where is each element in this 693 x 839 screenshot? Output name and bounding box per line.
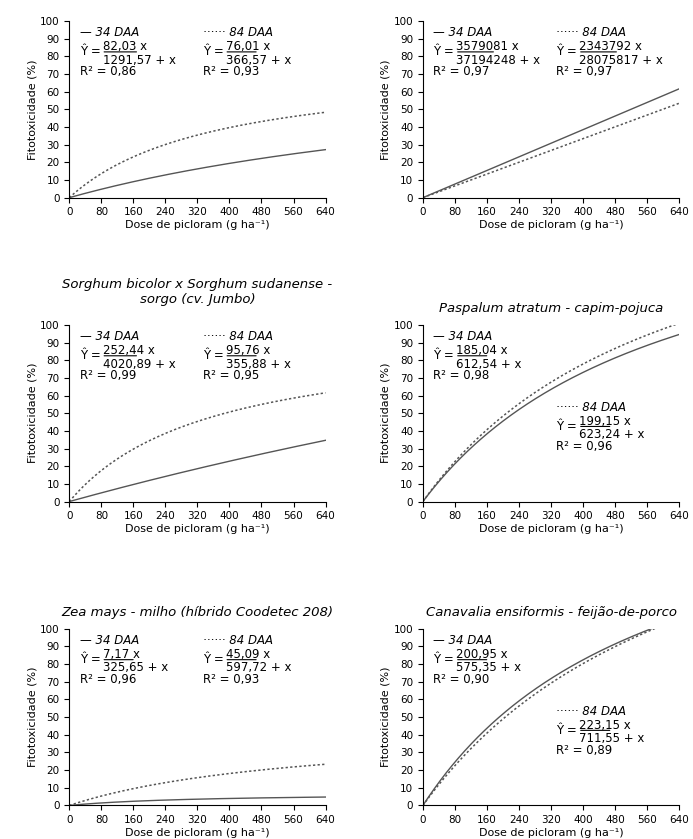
Text: 82,03 x: 82,03 x (103, 40, 147, 54)
Text: — 34 ​DAA: — 34 ​DAA (80, 26, 139, 39)
Text: 223,15 x: 223,15 x (579, 719, 631, 732)
Text: Canavalia ensiformis - feijão-de-porco: Canavalia ensiformis - feijão-de-porco (426, 606, 676, 618)
Text: 76,01 x: 76,01 x (226, 40, 270, 54)
Text: Ŷ =: Ŷ = (202, 349, 223, 362)
Text: — 34 ​DAA: — 34 ​DAA (433, 634, 493, 647)
Text: 3579081 x: 3579081 x (456, 40, 519, 54)
Text: ······ 84 ​DAA: ······ 84 ​DAA (556, 705, 626, 717)
Text: — 34 ​DAA: — 34 ​DAA (433, 331, 493, 343)
Text: R² = 0,95: R² = 0,95 (202, 369, 258, 382)
Text: Ŷ =: Ŷ = (556, 724, 577, 737)
Text: Ŷ =: Ŷ = (80, 45, 100, 59)
Text: 2343792 x: 2343792 x (579, 40, 642, 54)
Text: Sorghum bicolor x Sorghum sudanense -
sorgo (cv. Jumbo): Sorghum bicolor x Sorghum sudanense - so… (62, 279, 333, 306)
X-axis label: Dose de picloram (g ha⁻¹): Dose de picloram (g ha⁻¹) (125, 524, 270, 534)
Text: ······ 84 ​DAA: ······ 84 ​DAA (202, 634, 272, 647)
X-axis label: Dose de picloram (g ha⁻¹): Dose de picloram (g ha⁻¹) (479, 220, 623, 230)
Text: R² = 0,89: R² = 0,89 (556, 743, 613, 757)
Text: R² = 0,97: R² = 0,97 (556, 65, 613, 78)
Y-axis label: Fitotoxicidade (%): Fitotoxicidade (%) (27, 363, 37, 463)
Text: 597,72 + x: 597,72 + x (226, 661, 291, 675)
Text: 366,57 + x: 366,57 + x (226, 54, 291, 66)
Text: R² = 0,96: R² = 0,96 (80, 673, 136, 686)
Text: ······ 84 ​DAA: ······ 84 ​DAA (556, 26, 626, 39)
Text: Ŷ =: Ŷ = (80, 654, 100, 666)
Text: R² = 0,97: R² = 0,97 (433, 65, 489, 78)
Y-axis label: Fitotoxicidade (%): Fitotoxicidade (%) (380, 363, 391, 463)
Text: 199,15 x: 199,15 x (579, 415, 631, 428)
Text: 7,17 x: 7,17 x (103, 649, 139, 661)
Text: Ŷ =: Ŷ = (556, 45, 577, 59)
Text: Ŷ =: Ŷ = (80, 349, 100, 362)
Text: 711,55 + x: 711,55 + x (579, 732, 644, 745)
Text: R² = 0,99: R² = 0,99 (80, 369, 136, 382)
Text: — 34 ​DAA: — 34 ​DAA (80, 331, 139, 343)
Y-axis label: Fitotoxicidade (%): Fitotoxicidade (%) (27, 667, 37, 768)
X-axis label: Dose de picloram (g ha⁻¹): Dose de picloram (g ha⁻¹) (125, 220, 270, 230)
Text: 252,44 x: 252,44 x (103, 344, 155, 357)
Text: R² = 0,98: R² = 0,98 (433, 369, 489, 382)
Text: R² = 0,93: R² = 0,93 (202, 673, 258, 686)
Text: Paspalum atratum - capim-pojuca: Paspalum atratum - capim-pojuca (439, 302, 663, 315)
Text: ······ 84 ​DAA: ······ 84 ​DAA (202, 26, 272, 39)
Y-axis label: Fitotoxicidade (%): Fitotoxicidade (%) (27, 59, 37, 159)
Y-axis label: Fitotoxicidade (%): Fitotoxicidade (%) (380, 667, 391, 768)
Text: 28075817 + x: 28075817 + x (579, 54, 663, 66)
Text: Ŷ =: Ŷ = (202, 654, 223, 666)
Text: 200,95 x: 200,95 x (456, 649, 508, 661)
Text: Ŷ =: Ŷ = (202, 45, 223, 59)
Text: — 34 ​DAA: — 34 ​DAA (80, 634, 139, 647)
Text: 185,04 x: 185,04 x (456, 344, 508, 357)
Text: ······ 84 ​DAA: ······ 84 ​DAA (556, 401, 626, 414)
Text: Ŷ =: Ŷ = (433, 654, 454, 666)
Text: 612,54 + x: 612,54 + x (456, 357, 522, 371)
X-axis label: Dose de picloram (g ha⁻¹): Dose de picloram (g ha⁻¹) (479, 524, 623, 534)
Text: Ŷ =: Ŷ = (556, 420, 577, 433)
X-axis label: Dose de picloram (g ha⁻¹): Dose de picloram (g ha⁻¹) (479, 828, 623, 838)
Text: Ŷ =: Ŷ = (433, 45, 454, 59)
Y-axis label: Fitotoxicidade (%): Fitotoxicidade (%) (380, 59, 391, 159)
Text: 37194248 + x: 37194248 + x (456, 54, 541, 66)
Text: Zea mays - milho (híbrido Coodetec 208): Zea mays - milho (híbrido Coodetec 208) (62, 606, 333, 618)
Text: 4020,89 + x: 4020,89 + x (103, 357, 175, 371)
Text: 325,65 + x: 325,65 + x (103, 661, 168, 675)
Text: ······ 84 ​DAA: ······ 84 ​DAA (202, 331, 272, 343)
Text: 355,88 + x: 355,88 + x (226, 357, 290, 371)
Text: 45,09 x: 45,09 x (226, 649, 270, 661)
Text: 95,76 x: 95,76 x (226, 344, 270, 357)
Text: R² = 0,86: R² = 0,86 (80, 65, 136, 78)
Text: 623,24 + x: 623,24 + x (579, 428, 644, 441)
Text: R² = 0,96: R² = 0,96 (556, 440, 613, 453)
Text: R² = 0,93: R² = 0,93 (202, 65, 258, 78)
Text: R² = 0,90: R² = 0,90 (433, 673, 489, 686)
Text: Ŷ =: Ŷ = (433, 349, 454, 362)
Text: 575,35 + x: 575,35 + x (456, 661, 521, 675)
X-axis label: Dose de picloram (g ha⁻¹): Dose de picloram (g ha⁻¹) (125, 828, 270, 838)
Text: — 34 ​DAA: — 34 ​DAA (433, 26, 493, 39)
Text: 1291,57 + x: 1291,57 + x (103, 54, 175, 66)
